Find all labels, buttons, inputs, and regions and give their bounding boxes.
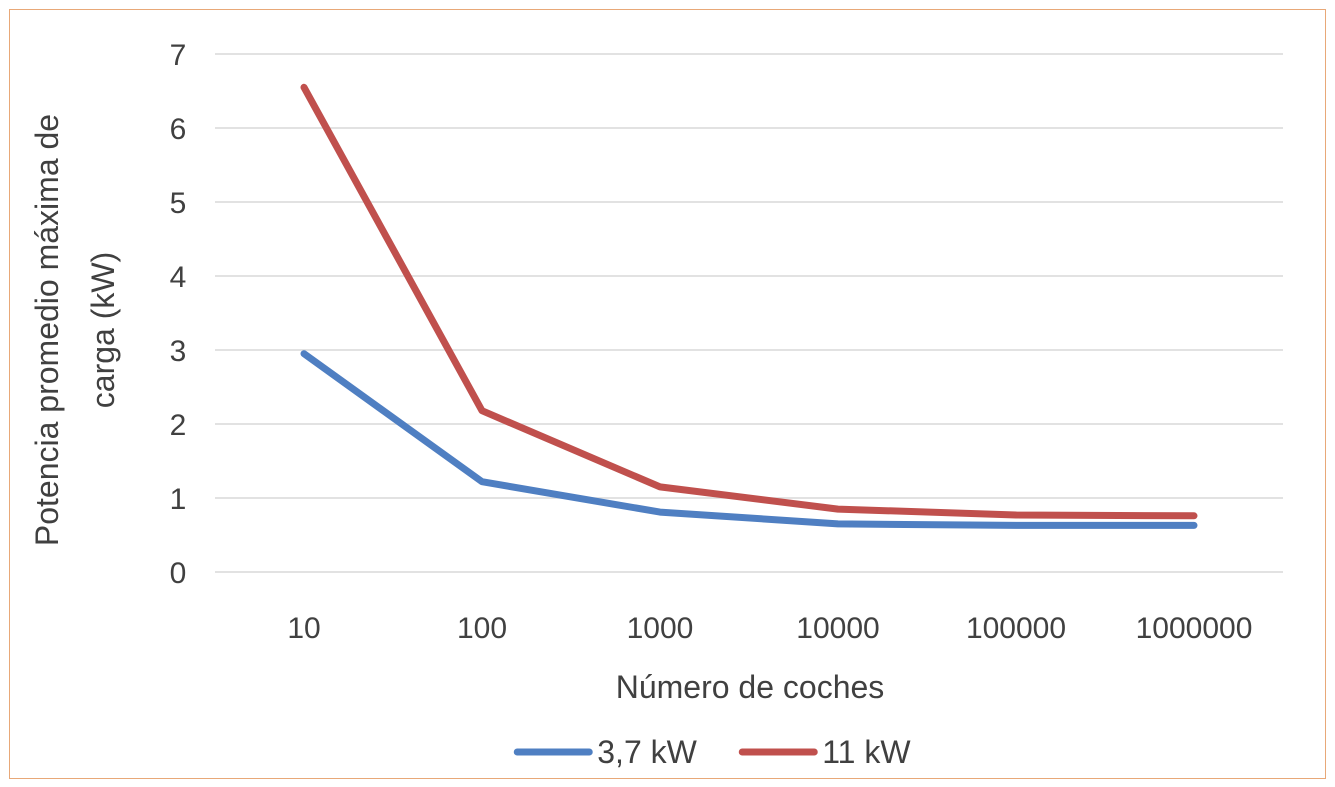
x-tick-label: 1000	[627, 612, 694, 645]
y-tick-label: 5	[170, 187, 187, 220]
chart-frame	[9, 9, 1326, 779]
x-tick-label: 10000	[796, 612, 879, 645]
legend: 3,7 kW 11 kW	[513, 734, 911, 770]
y-tick-label: 2	[170, 409, 187, 442]
y-tick-label: 7	[170, 39, 187, 72]
series-line-1	[300, 350, 1198, 529]
y-axis-tick-labels: 0 1 2 3 4 5 6 7	[170, 39, 187, 590]
y-tick-label: 1	[170, 483, 187, 516]
x-tick-label: 100000	[966, 612, 1066, 645]
gridlines	[215, 53, 1283, 573]
x-tick-label: 1000000	[1136, 612, 1253, 645]
x-tick-label: 10	[287, 612, 320, 645]
y-tick-label: 0	[170, 557, 187, 590]
series-lines	[300, 83, 1198, 529]
y-tick-label: 3	[170, 335, 187, 368]
y-axis-title-line-2: carga (kW)	[85, 252, 121, 408]
x-axis-tick-labels: 10 100 1000 10000 100000 1000000	[287, 612, 1252, 645]
y-axis-title-line-1: Potencia promedio máxima de	[29, 114, 65, 546]
x-tick-label: 100	[457, 612, 507, 645]
y-tick-label: 6	[170, 113, 187, 146]
x-axis-title: Número de coches	[616, 669, 885, 705]
y-axis-title: Potencia promedio máxima de carga (kW)	[29, 114, 121, 546]
series-line-2	[300, 83, 1198, 520]
y-tick-label: 4	[170, 261, 187, 294]
legend-label-2: 11 kW	[822, 734, 911, 770]
legend-label-1: 3,7 kW	[597, 734, 697, 770]
